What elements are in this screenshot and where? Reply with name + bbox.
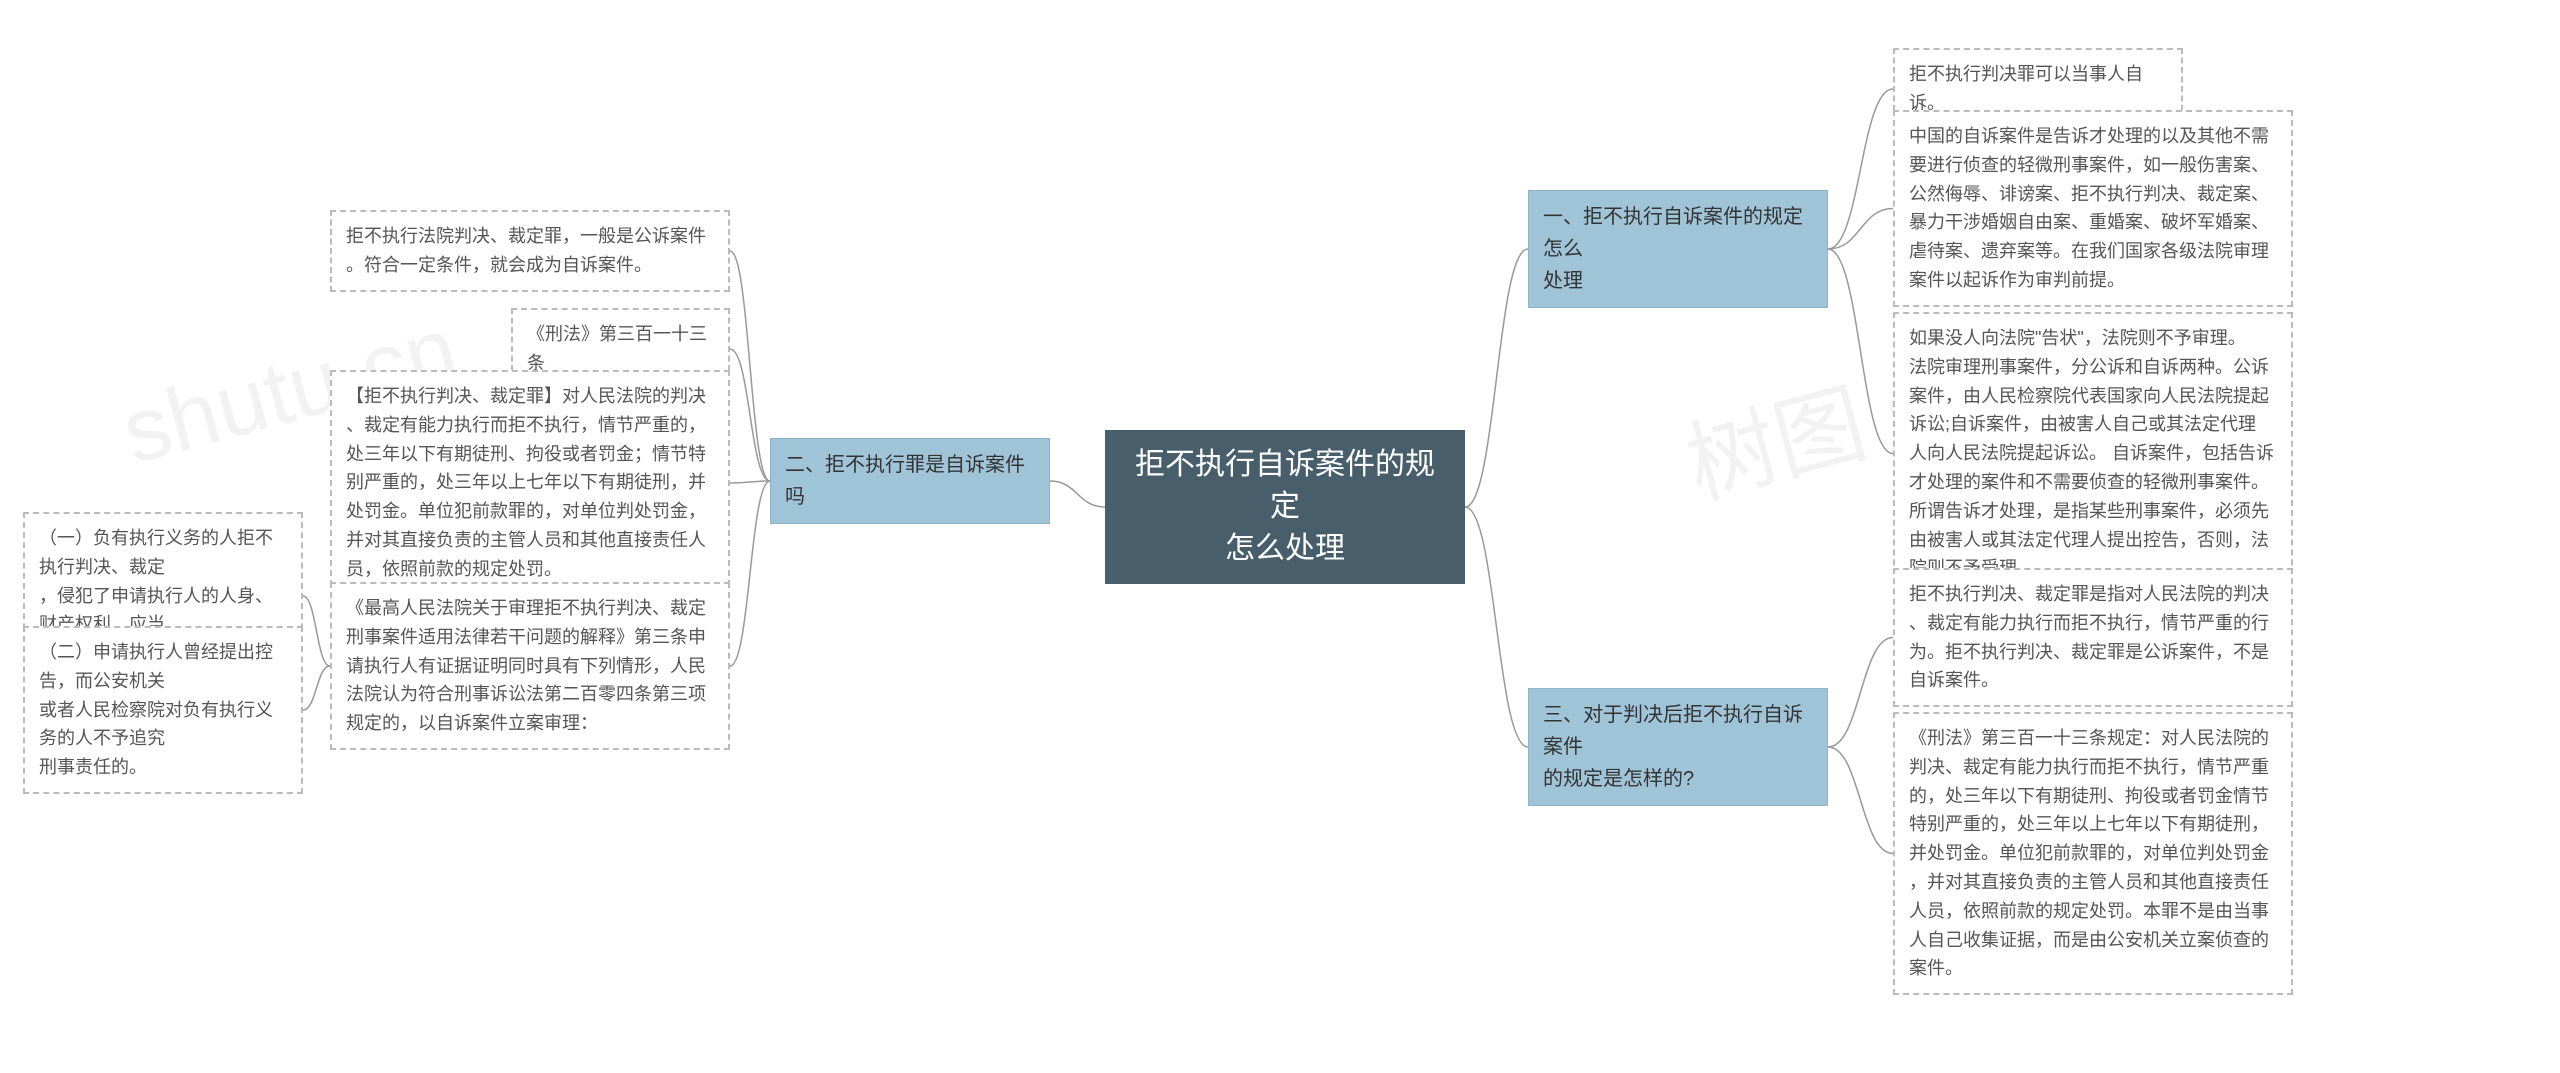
section-1-leaf-2: 中国的自诉案件是告诉才处理的以及其他不需要进行侦查的轻微刑事案件，如一般伤害案、…: [1893, 110, 2293, 307]
center-node: 拒不执行自诉案件的规定 怎么处理: [1105, 430, 1465, 584]
section-2: 二、拒不执行罪是自诉案件吗: [770, 438, 1050, 524]
section-2-leaf-4: 《最高人民法院关于审理拒不执行判决、裁定刑事案件适用法律若干问题的解释》第三条申…: [330, 582, 730, 750]
center-line2: 怎么处理: [1123, 528, 1447, 570]
section-2-leaf-3: 【拒不执行判决、裁定罪】对人民法院的判决、裁定有能力执行而拒不执行，情节严重的，…: [330, 370, 730, 596]
section-2-leaf-4-sub-b: （二）申请执行人曾经提出控告，而公安机关或者人民检察院对负有执行义务的人不予追究…: [23, 626, 303, 794]
section-1-leaf-3: 如果没人向法院"告状"，法院则不予审理。法院审理刑事案件，分公诉和自诉两种。公诉…: [1893, 312, 2293, 595]
section-2-leaf-1: 拒不执行法院判决、裁定罪，一般是公诉案件。符合一定条件，就会成为自诉案件。: [330, 210, 730, 292]
section-1: 一、拒不执行自诉案件的规定怎么处理: [1528, 190, 1828, 308]
center-line1: 拒不执行自诉案件的规定: [1123, 444, 1447, 528]
section-3-leaf-1: 拒不执行判决、裁定罪是指对人民法院的判决、裁定有能力执行而拒不执行，情节严重的行…: [1893, 568, 2293, 707]
section-3: 三、对于判决后拒不执行自诉案件的规定是怎样的?: [1528, 688, 1828, 806]
section-3-leaf-2: 《刑法》第三百一十三条规定：对人民法院的判决、裁定有能力执行而拒不执行，情节严重…: [1893, 712, 2293, 995]
